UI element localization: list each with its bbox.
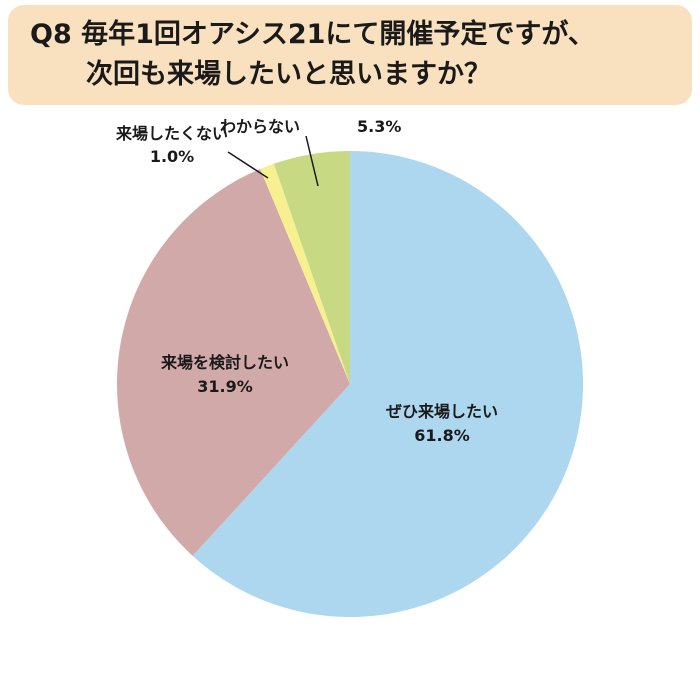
slice-value-considering: 31.9%	[197, 377, 253, 396]
slice-unknown	[273, 151, 350, 384]
question-title-line-2: 次回も来場したいと思いますか？	[86, 59, 491, 90]
slice-considering	[116, 169, 351, 556]
slice-label-definitely: ぜひ来場したい	[386, 402, 498, 421]
slice-definitely	[192, 151, 583, 617]
slice-label-considering: 来場を検討したい	[160, 353, 289, 372]
question-title-line-1: Q8 毎年1回オアシス21にて開催予定ですが、	[30, 19, 595, 50]
leader-line-unwilling	[227, 151, 269, 179]
question-title-box: Q8 毎年1回オアシス21にて開催予定ですが、 次回も来場したいと思いますか？	[8, 5, 692, 105]
slice-value-definitely: 61.8%	[414, 426, 470, 445]
slice-label-unknown: わからない	[220, 117, 300, 136]
leader-line-unknown	[305, 135, 319, 187]
slice-value-unknown: 5.3%	[357, 117, 401, 136]
slice-value-unwilling: 1.0%	[150, 147, 194, 166]
slice-unwilling	[260, 163, 350, 384]
slice-label-unwilling: 来場したくない	[115, 124, 228, 143]
